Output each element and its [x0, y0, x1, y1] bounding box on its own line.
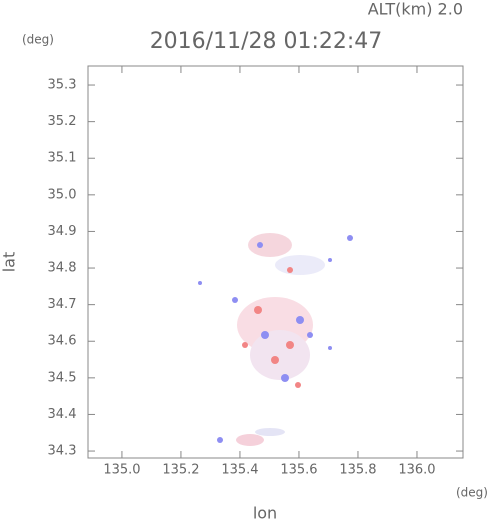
x-tick-label: 136.0 — [398, 463, 435, 478]
x-tick-label: 135.2 — [162, 463, 199, 478]
y-tick-label: 34.9 — [48, 224, 77, 239]
y-tick-label: 35.1 — [48, 151, 77, 166]
plot-frame — [87, 65, 464, 459]
chart-subtitle: ALT(km) 2.0 — [368, 0, 463, 19]
x-tick-label: 135.6 — [280, 463, 317, 478]
x-unit: (deg) — [456, 486, 488, 500]
x-tick-label: 135.0 — [103, 463, 140, 478]
y-tick-label: 34.8 — [48, 261, 77, 276]
y-tick-label: 35.3 — [48, 78, 77, 93]
y-tick-label: 34.4 — [48, 407, 77, 422]
y-axis-label: lat — [0, 252, 19, 273]
y-tick-label: 35.0 — [48, 187, 77, 202]
y-tick-label: 34.7 — [48, 297, 77, 312]
y-tick-label: 35.2 — [48, 114, 77, 129]
x-tick-label: 135.8 — [339, 463, 376, 478]
x-tick-label: 135.4 — [221, 463, 258, 478]
y-unit: (deg) — [22, 33, 54, 47]
y-tick-label: 34.3 — [48, 444, 77, 459]
y-tick-label: 34.6 — [48, 334, 77, 349]
x-axis-label: lon — [253, 504, 277, 521]
chart-title: 2016/11/28 01:22:47 — [150, 29, 383, 54]
y-tick-label: 34.5 — [48, 370, 77, 385]
radar-echoes — [198, 233, 353, 446]
